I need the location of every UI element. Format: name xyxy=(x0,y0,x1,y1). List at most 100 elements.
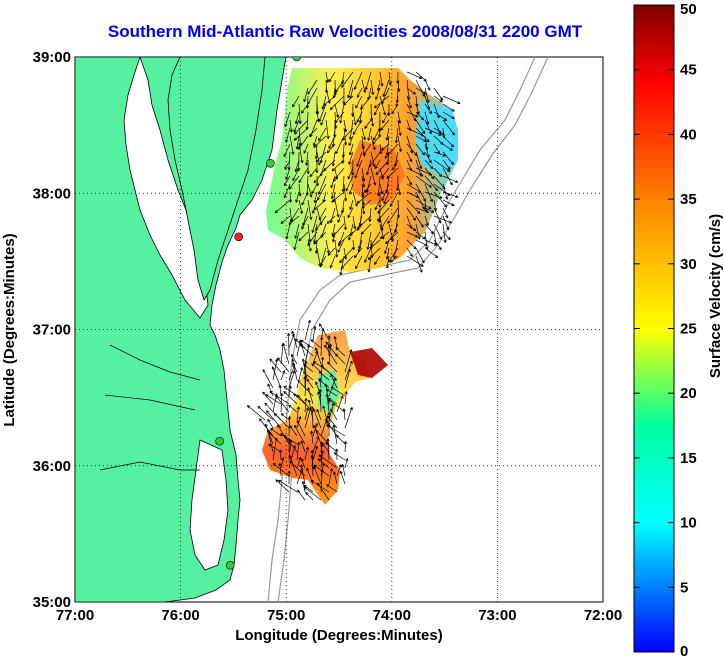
bay-water xyxy=(123,57,209,319)
velocity-arrow xyxy=(386,167,399,179)
velocity-arrow xyxy=(269,358,282,373)
velocity-arrow xyxy=(406,103,417,122)
velocity-arrow xyxy=(442,191,459,198)
velocity-arrow xyxy=(324,383,330,405)
velocity-arrow xyxy=(364,247,372,263)
velocity-arrow xyxy=(373,103,381,116)
velocity-arrow xyxy=(318,378,330,389)
velocity-arrow xyxy=(277,357,290,373)
velocity-arrow xyxy=(262,369,274,389)
velocity-arrow xyxy=(406,71,423,80)
velocity-arrow xyxy=(301,215,309,230)
velocity-arrow xyxy=(442,103,455,112)
velocity-arrow xyxy=(267,383,274,397)
velocity-arrow xyxy=(293,424,306,445)
velocity-arrow xyxy=(283,143,291,158)
velocity-arrow xyxy=(298,127,302,146)
velocity-arrow xyxy=(311,183,318,194)
velocity-arrow xyxy=(319,255,327,267)
velocity-arrow xyxy=(300,458,306,469)
colorbar-tick-label: 5 xyxy=(680,579,688,596)
velocity-arrow xyxy=(307,87,318,105)
velocity-arrow xyxy=(329,95,345,110)
velocity-arrow xyxy=(415,199,432,210)
velocity-arrow xyxy=(328,71,336,83)
velocity-arrow xyxy=(344,458,349,469)
velocity-arrow xyxy=(424,175,438,192)
velocity-arrow xyxy=(415,191,425,210)
velocity-arrow xyxy=(280,457,285,469)
velocity-arrow xyxy=(424,103,432,115)
colorbar-label: Surface Velocity (cm/s) xyxy=(707,214,724,378)
velocity-arrow xyxy=(300,440,306,453)
velocity-arrow xyxy=(406,199,421,215)
velocity-arrow xyxy=(310,430,314,445)
velocity-arrow xyxy=(352,191,358,207)
velocity-arrow xyxy=(291,354,298,365)
velocity-arrow xyxy=(333,452,346,461)
velocity-arrow xyxy=(296,367,304,389)
velocity-arrow xyxy=(293,393,306,405)
velocity-arrow xyxy=(375,87,381,100)
station-1 xyxy=(292,57,302,62)
velocity-arrow xyxy=(397,135,402,152)
velocity-arrow xyxy=(341,71,354,88)
velocity-arrow xyxy=(275,479,290,493)
x-axis-label: Longitude (Degrees:Minutes) xyxy=(235,627,443,644)
velocity-arrow xyxy=(344,368,351,389)
velocity-arrow xyxy=(310,339,322,349)
velocity-arrow xyxy=(442,183,449,200)
colorbar-tick-label: 40 xyxy=(680,126,697,143)
velocity-arrow xyxy=(406,87,416,95)
velocity-arrow xyxy=(392,159,399,171)
velocity-arrow xyxy=(343,215,347,230)
velocity-arrow xyxy=(284,159,291,170)
velocity-arrow xyxy=(313,464,330,477)
velocity-arrow xyxy=(288,454,298,477)
velocity-arrow xyxy=(306,159,310,175)
colorbar-tick-label: 50 xyxy=(680,1,697,18)
velocity-arrow xyxy=(385,127,390,141)
velocity-arrow xyxy=(306,378,314,389)
velocity-arrow xyxy=(293,119,300,133)
velocity-arrow xyxy=(283,175,291,187)
velocity-arrow xyxy=(286,333,291,357)
velocity-arrow xyxy=(313,199,327,211)
velocity-arrow xyxy=(315,151,327,163)
velocity-arrow xyxy=(294,338,306,349)
velocity-arrow xyxy=(304,319,311,341)
lon-tick-label: 73:00 xyxy=(478,607,516,624)
velocity-arrow xyxy=(294,223,300,239)
velocity-arrow xyxy=(325,393,330,413)
velocity-arrow xyxy=(319,323,330,341)
velocity-arrow xyxy=(323,159,336,172)
velocity-arrow xyxy=(424,79,431,91)
velocity-arrow xyxy=(415,151,423,170)
velocity-arrow xyxy=(304,374,308,397)
velocity-arrow xyxy=(364,119,372,129)
velocity-arrow xyxy=(303,486,322,501)
velocity-arrow xyxy=(336,395,344,413)
colorbar-tick-label: 35 xyxy=(680,191,697,208)
velocity-arrow xyxy=(332,223,345,238)
velocity-arrow xyxy=(328,135,336,149)
velocity-arrow xyxy=(353,71,363,90)
velocity-arrow xyxy=(387,207,399,224)
velocity-arrow xyxy=(335,347,346,357)
radar-stations xyxy=(215,57,302,570)
velocity-arrow xyxy=(415,71,427,82)
velocity-arrow xyxy=(316,408,322,421)
velocity-arrow xyxy=(313,135,327,148)
velocity-arrow xyxy=(442,207,449,219)
velocity-arrow xyxy=(342,408,346,421)
velocity-arrow xyxy=(321,95,327,110)
velocity-arrow xyxy=(348,135,354,147)
velocity-arrow xyxy=(311,215,318,233)
velocity-arrow xyxy=(292,95,300,108)
velocity-arrow xyxy=(326,438,330,461)
grid-lines xyxy=(75,57,603,602)
velocity-arrow xyxy=(344,391,348,405)
velocity-arrow xyxy=(331,191,345,203)
velocity-arrow xyxy=(294,111,300,125)
